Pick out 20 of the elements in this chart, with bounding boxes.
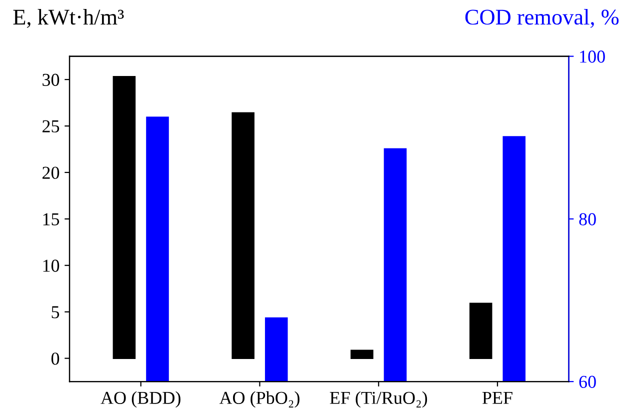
y2-tick-label: 80 [579, 213, 596, 226]
bar [469, 302, 492, 360]
x-tick-label: PEF [482, 392, 512, 404]
y-tick-label: 20 [42, 166, 60, 179]
x-tick-label: AO (PbO₂) [219, 391, 300, 408]
y2-axis-title: COD removal, % [465, 9, 619, 28]
y2-tick-label: 60 [579, 376, 596, 388]
x-tick-label: EF (Ti/RuO₂) [330, 391, 428, 408]
y-tick-label: 0 [51, 352, 60, 365]
bar [350, 350, 374, 360]
x-tick-label: AO (BDD) [100, 391, 180, 408]
y-tick-label: 5 [52, 306, 60, 318]
y2-tick-label: 100 [580, 50, 605, 63]
y-tick-label: 25 [42, 120, 60, 132]
y-tick-label: 10 [43, 260, 60, 272]
y-tick-label: 30 [42, 74, 60, 86]
y-axis-title: E, kWt·h/m³ [13, 9, 124, 28]
bar [112, 76, 136, 360]
y-tick-label: 15 [43, 213, 60, 226]
bar [232, 112, 254, 360]
